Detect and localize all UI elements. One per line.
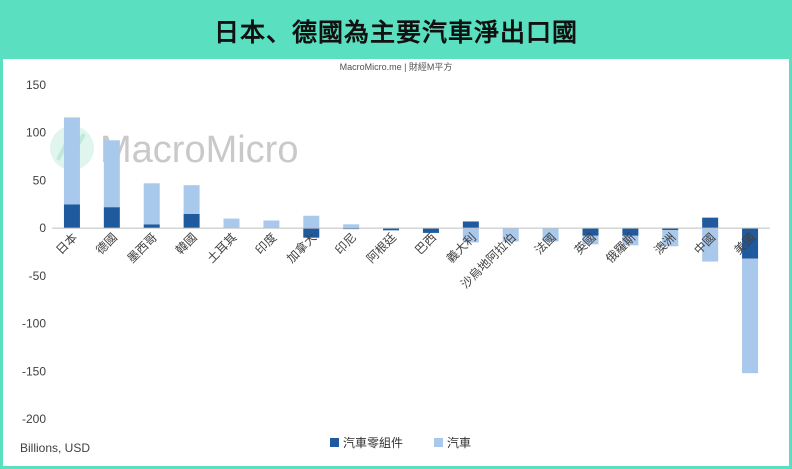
bar-parts xyxy=(143,224,160,229)
legend-label-parts: 汽車零組件 xyxy=(343,435,403,450)
bar-parts xyxy=(582,228,599,236)
x-tick-label: 印度 xyxy=(252,230,280,258)
bar-parts xyxy=(422,228,439,233)
bar-parts xyxy=(63,204,80,229)
x-tick-label: 土耳其 xyxy=(204,230,239,265)
bar-cars xyxy=(542,228,559,242)
y-tick-label: -100 xyxy=(22,317,46,331)
y-tick-label: 100 xyxy=(26,126,46,140)
legend-label-cars: 汽車 xyxy=(447,435,471,450)
bar-cars xyxy=(143,183,160,225)
x-tick-label: 韓國 xyxy=(173,230,200,257)
unit-label: Billions, USD xyxy=(20,441,90,455)
bar-cars xyxy=(343,224,360,229)
y-tick-label: -50 xyxy=(29,269,47,283)
bar-cars xyxy=(383,230,400,232)
watermark: MacroMicro xyxy=(50,126,298,171)
x-tick-label: 日本 xyxy=(53,230,80,257)
y-axis: 150 100 50 0 -50 -100 -150 -200 xyxy=(22,78,46,426)
bar-cars xyxy=(622,235,639,246)
title-banner: 日本、德國為主要汽車淨出口國 xyxy=(3,3,789,59)
bar-cars xyxy=(582,235,599,245)
bar-parts xyxy=(383,228,400,231)
legend-swatch-cars xyxy=(434,438,443,447)
bar-parts xyxy=(662,228,679,231)
x-tick-label: 加拿大 xyxy=(283,230,319,266)
bar-parts xyxy=(622,228,639,236)
bar-cars xyxy=(263,220,280,229)
bar-parts xyxy=(702,217,719,229)
y-tick-label: 50 xyxy=(33,173,47,187)
bar-parts xyxy=(462,221,479,229)
bar-cars xyxy=(103,140,120,208)
y-tick-label: -150 xyxy=(22,364,46,378)
y-tick-label: 150 xyxy=(26,78,46,92)
bar-cars xyxy=(303,215,320,229)
x-tick-label: 印尼 xyxy=(332,230,359,257)
x-tick-label: 巴西 xyxy=(412,230,439,257)
bar-parts xyxy=(103,207,120,229)
y-tick-label: 0 xyxy=(39,221,46,235)
bars xyxy=(63,117,759,374)
legend: 汽車零組件 汽車 xyxy=(330,435,471,450)
bar-parts xyxy=(303,228,320,238)
source-label: MacroMicro.me | 財經M平方 xyxy=(340,61,453,72)
legend-swatch-parts xyxy=(330,438,339,447)
bar-parts xyxy=(742,228,759,259)
x-tick-label: 義大利 xyxy=(443,230,479,266)
x-tick-label: 阿根廷 xyxy=(364,230,399,265)
bar-cars xyxy=(63,117,80,205)
bar-cars xyxy=(702,228,719,262)
bar-parts xyxy=(183,213,200,229)
bar-cars xyxy=(223,218,240,229)
x-tick-label: 墨西哥 xyxy=(124,230,159,265)
watermark-text: MacroMicro xyxy=(100,129,298,171)
bar-cars xyxy=(502,228,519,242)
y-tick-label: -200 xyxy=(22,412,46,426)
bar-cars xyxy=(742,258,759,374)
bar-cars xyxy=(183,185,200,214)
chart-title: 日本、德國為主要汽車淨出口國 xyxy=(213,18,578,47)
x-tick-label: 俄羅斯 xyxy=(603,230,638,265)
bar-cars xyxy=(462,228,479,243)
x-tick-label: 德國 xyxy=(92,230,120,258)
bar-cars xyxy=(662,230,679,247)
